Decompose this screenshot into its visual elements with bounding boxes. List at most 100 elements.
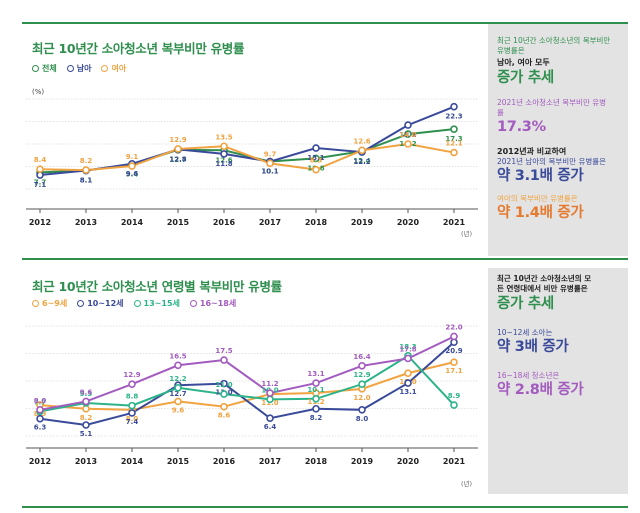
- top-line-chart: 2012 2013 2014 2015 2016 2017 2018 2019 2020 2021…: [26, 88, 478, 238]
- series-line-3: [39, 354, 455, 413]
- x-tick-label: 2019: [351, 218, 374, 227]
- legend-label: 남아: [76, 64, 92, 73]
- legend-item-girls: 여아: [101, 63, 126, 74]
- x-tick-label: 2020: [397, 218, 420, 227]
- x-tick-label: 2017: [259, 218, 281, 227]
- data-point: [312, 154, 320, 163]
- data-label: 9.7: [264, 150, 277, 158]
- data-point: [404, 379, 412, 387]
- data-point: [358, 380, 366, 388]
- summary-stat2-label: 16~18세 청소년은: [497, 371, 560, 380]
- data-label: 22.3: [445, 113, 462, 121]
- data-point: [358, 146, 366, 155]
- summary-stat2-label-b: 2021년 남아의 복부비만 유병률은: [497, 157, 607, 166]
- x-tick-label: 2014: [121, 457, 144, 466]
- summary-stat3-value: 약 1.4배 증가: [497, 205, 584, 221]
- summary-stat1-value: 17.3%: [497, 119, 546, 135]
- summary-sub: 남아, 여아 모두: [497, 58, 550, 67]
- legend-label: 여아: [111, 64, 127, 73]
- bottom-line-chart: 2012 2013 2014 2015 2016 2017 2018 2019 2020 2021…: [26, 323, 478, 488]
- legend-marker-icon: [32, 300, 39, 307]
- x-tick-label: 2017: [259, 457, 281, 466]
- data-point: [450, 102, 458, 111]
- data-point: [312, 379, 320, 387]
- legend-item-age-16-18: 16~18세: [189, 298, 237, 309]
- summary-stat1-value: 약 3배 증가: [497, 339, 569, 355]
- data-point: [128, 380, 136, 388]
- data-label: 8.0: [34, 397, 47, 405]
- data-label: 11.8: [215, 160, 232, 168]
- data-point: [220, 150, 228, 158]
- legend-item-age-13-15: 13~15세: [133, 298, 180, 309]
- data-label: 10.1: [261, 168, 278, 176]
- summary-intro: 최근 10년간 소아청소년의 복부비만 유병률은: [497, 36, 611, 55]
- legend-label: 16~18세: [199, 299, 237, 308]
- data-label: 17.3: [445, 135, 462, 143]
- x-tick-label: 2014: [121, 218, 144, 227]
- data-point: [266, 389, 274, 397]
- data-label: 12.1: [445, 140, 462, 148]
- top-divider: [22, 22, 628, 24]
- legend-item-age-6-9: 6~9세: [32, 298, 67, 309]
- data-point: [312, 404, 320, 413]
- data-label: 9.6: [80, 388, 93, 396]
- top-chart-legend: 전체 남아 여아: [32, 63, 126, 74]
- x-tick-label: 2020: [397, 457, 420, 466]
- bottom-chart-legend: 6~9세 10~12세 13~15세 16~18세: [32, 298, 236, 309]
- x-tick-label: 2012: [29, 457, 51, 466]
- legend-label: 13~15세: [143, 299, 180, 308]
- data-label: 12.7: [169, 390, 186, 398]
- bottom-chart-panel: 최근 10년간 소아청소년 연령별 복부비만 유병률 6~9세 10~12세 1…: [22, 268, 482, 494]
- data-label: 8.3: [310, 157, 323, 165]
- data-label: 13.1: [307, 154, 324, 162]
- data-point: [358, 406, 366, 414]
- data-point: [312, 165, 320, 174]
- data-point: [312, 144, 320, 152]
- data-point: [404, 130, 412, 138]
- data-label: 12.9: [169, 136, 186, 144]
- x-tick-label: 2019: [351, 457, 374, 466]
- data-label: 11.0: [215, 381, 232, 389]
- data-label: 8.2: [310, 414, 323, 422]
- legend-marker-icon: [189, 300, 197, 307]
- data-label: 8.2: [80, 414, 93, 422]
- data-label: 13.1: [307, 370, 324, 378]
- x-tick-label: 2015: [167, 218, 190, 227]
- data-point: [266, 414, 274, 422]
- legend-label: 6~9세: [42, 299, 68, 308]
- x-tick-label: 2018: [305, 457, 328, 466]
- legend-marker-icon: [133, 300, 141, 307]
- data-label: 11.2: [261, 380, 278, 388]
- data-label: 12.4: [353, 157, 370, 165]
- data-label: 20.9: [445, 347, 462, 355]
- data-point: [36, 406, 44, 414]
- x-tick-label: 2013: [75, 218, 97, 227]
- data-label: 6.4: [264, 423, 277, 431]
- data-label: 8.6: [218, 412, 231, 420]
- data-point: [174, 361, 182, 370]
- data-label: 14.0: [399, 131, 416, 139]
- summary-stat1-label: 10~12세 소아는: [497, 328, 553, 337]
- data-label: 9.1: [126, 153, 139, 161]
- data-point: [174, 397, 182, 406]
- bottom-chart-title: 최근 10년간 소아청소년 연령별 복부비만 유병률: [32, 279, 282, 294]
- data-label: 16.4: [353, 353, 370, 361]
- data-label: 8.2: [80, 157, 93, 165]
- data-label: 8.4: [34, 156, 47, 164]
- data-point: [404, 140, 412, 148]
- data-point: [128, 162, 136, 170]
- top-chart-panel: 최근 10년간 소아청소년 복부비만 유병률 전체 남아 여아 2012 2013…: [22, 24, 482, 244]
- data-point: [36, 414, 44, 423]
- top-summary-panel: 최근 10년간 소아청소년의 복부비만 유병률은 남아, 여아 모두 증가 추세…: [488, 24, 628, 256]
- legend-marker-icon: [101, 65, 109, 72]
- data-label: 9.6: [126, 170, 139, 178]
- top-chart-title: 최근 10년간 소아청소년 복부비만 유병률: [32, 41, 245, 56]
- data-point: [266, 159, 274, 168]
- data-label: 12.7: [169, 156, 186, 164]
- data-point: [128, 409, 136, 417]
- legend-item-age-10-12: 10~12세: [77, 298, 124, 309]
- legend-marker-icon: [66, 65, 74, 72]
- data-point: [220, 356, 228, 364]
- data-label: 13.1: [399, 388, 416, 396]
- legend-label: 10~12세: [87, 299, 124, 308]
